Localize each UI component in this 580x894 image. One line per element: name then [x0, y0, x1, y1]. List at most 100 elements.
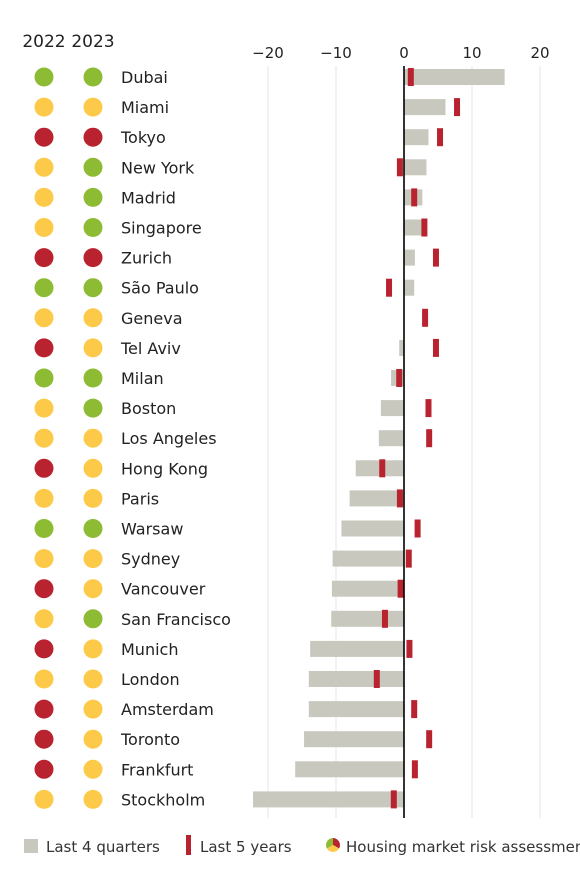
risk-dot-2022 — [34, 308, 54, 328]
x-tick-labels: −20 −10 0 10 20 — [252, 44, 549, 62]
risk-dot-2023 — [83, 338, 103, 358]
risk-dot-2022 — [34, 278, 54, 298]
marker-last-5-years — [437, 128, 444, 147]
risk-dot-2022 — [34, 699, 54, 719]
legend-risk-pie-icon — [326, 838, 340, 852]
x-tick-label: 20 — [530, 44, 549, 62]
bar-last-4-quarters — [295, 761, 404, 778]
risk-dot-2023 — [83, 398, 103, 418]
city-row: Warsaw — [34, 519, 421, 539]
risk-dot-2022 — [34, 157, 54, 177]
city-row: Vancouver — [34, 579, 404, 599]
legend-swatch-last-4-quarters — [24, 839, 38, 853]
marker-last-5-years — [411, 760, 418, 779]
city-row: Dubai — [34, 67, 505, 87]
city-label: Tokyo — [120, 128, 166, 147]
city-row: Toronto — [34, 729, 433, 749]
risk-dot-2022 — [34, 488, 54, 508]
risk-dot-2022 — [34, 759, 54, 779]
city-row: Stockholm — [34, 789, 404, 809]
risk-dot-2023 — [83, 519, 103, 538]
city-row: San Francisco — [34, 609, 404, 629]
city-row: Miami — [34, 97, 461, 117]
marker-last-5-years — [454, 98, 461, 117]
x-tick-label: 10 — [462, 44, 481, 62]
city-row: Sydney — [34, 549, 412, 569]
city-row: Amsterdam — [34, 699, 418, 719]
risk-dot-2023 — [83, 248, 103, 268]
legend-swatch-last-5-years — [186, 835, 191, 855]
risk-dot-2022 — [34, 609, 54, 629]
bar-last-4-quarters — [308, 701, 404, 718]
x-tick-label: 0 — [399, 44, 409, 62]
marker-last-5-years — [396, 158, 403, 177]
bar-last-4-quarters — [404, 249, 415, 266]
city-label: Los Angeles — [121, 429, 217, 448]
bar-last-4-quarters — [399, 339, 404, 356]
city-label: Zurich — [121, 249, 172, 268]
city-label: San Francisco — [121, 610, 231, 629]
risk-dot-2023 — [83, 278, 103, 298]
risk-dot-2022 — [34, 579, 54, 599]
marker-last-5-years — [379, 459, 386, 478]
marker-last-5-years — [432, 248, 439, 267]
risk-dot-2023 — [83, 67, 103, 87]
risk-dot-2023 — [83, 579, 103, 599]
legend: Last 4 quarters Last 5 years Housing mar… — [24, 835, 580, 856]
bar-last-4-quarters — [404, 219, 422, 236]
marker-last-5-years — [421, 218, 428, 237]
risk-dot-2022 — [34, 729, 54, 749]
marker-last-5-years — [396, 369, 403, 387]
risk-dot-2023 — [83, 157, 103, 177]
risk-dot-2022 — [34, 639, 54, 659]
marker-last-5-years — [414, 519, 421, 538]
bar-last-4-quarters — [310, 640, 404, 657]
year-header-2022: 2022 — [22, 32, 65, 52]
marker-last-5-years — [386, 278, 393, 297]
marker-last-5-years — [426, 429, 433, 448]
city-row: Madrid — [34, 187, 423, 207]
risk-dot-2023 — [83, 789, 103, 809]
risk-dot-2022 — [34, 338, 54, 358]
city-label: Milan — [121, 369, 164, 388]
city-row: Zurich — [34, 248, 439, 268]
city-row: London — [34, 669, 404, 689]
bar-last-4-quarters — [404, 69, 505, 85]
city-rows: Dubai Miami Tokyo New York Madrid Singapore Zu… — [34, 67, 505, 809]
marker-last-5-years — [406, 639, 413, 658]
risk-dot-2022 — [34, 368, 54, 388]
city-label: Tel Aviv — [120, 339, 181, 358]
marker-last-5-years — [425, 399, 432, 418]
city-label: Toronto — [120, 730, 180, 749]
city-row: Tel Aviv — [34, 338, 439, 358]
city-label: Singapore — [121, 219, 202, 238]
risk-dot-2023 — [83, 759, 103, 779]
bar-last-4-quarters — [380, 400, 404, 417]
city-label: Madrid — [121, 188, 176, 207]
marker-last-5-years — [397, 579, 404, 598]
risk-dot-2023 — [83, 699, 103, 719]
city-row: Milan — [34, 368, 404, 388]
city-row: Tokyo — [34, 127, 444, 147]
bar-last-4-quarters — [304, 731, 404, 748]
risk-dot-2023 — [83, 729, 103, 749]
city-label: Amsterdam — [121, 700, 214, 719]
marker-last-5-years — [411, 188, 418, 207]
year-header-2023: 2023 — [71, 32, 114, 52]
risk-dot-2023 — [83, 609, 103, 629]
marker-last-5-years — [390, 790, 397, 809]
city-label: Stockholm — [121, 790, 205, 809]
risk-dot-2023 — [83, 368, 103, 388]
x-tick-label: −20 — [252, 44, 284, 62]
risk-dot-2022 — [34, 248, 54, 268]
grid-lines — [267, 66, 541, 818]
marker-last-5-years — [405, 549, 412, 568]
city-label: Paris — [121, 489, 159, 508]
city-row: Boston — [34, 398, 432, 418]
city-row: Paris — [34, 488, 404, 508]
city-label: São Paulo — [121, 279, 199, 298]
risk-dot-2022 — [34, 458, 54, 478]
marker-last-5-years — [396, 489, 403, 508]
marker-last-5-years — [407, 68, 414, 86]
